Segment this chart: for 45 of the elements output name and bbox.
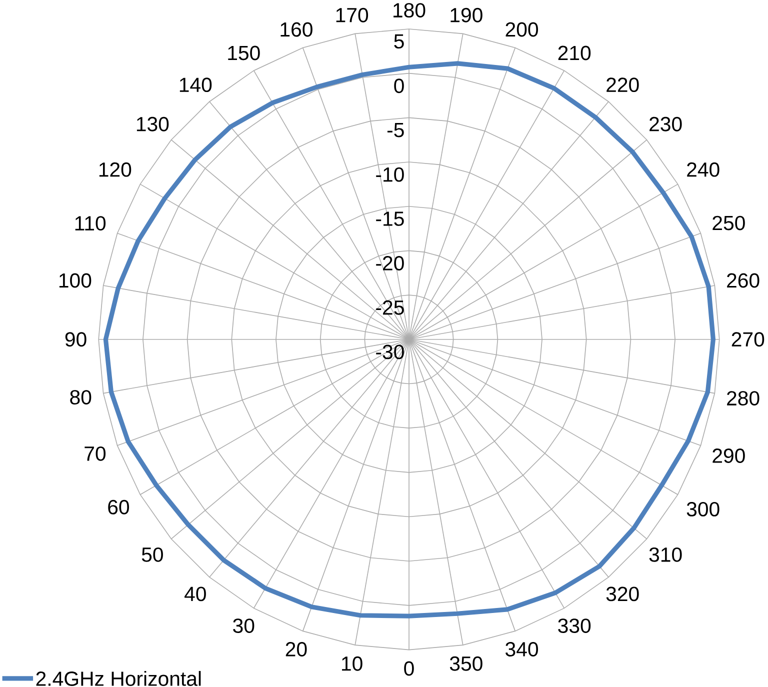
spoke-label: 320 [606,586,639,602]
y-tick-label: -5 [387,123,404,138]
spoke-label: 280 [727,391,760,406]
spoke-label: 20 [286,642,307,656]
spoke-label: 0 [404,661,414,676]
spoke-label: 160 [280,22,312,37]
spoke-label: 340 [506,642,538,656]
y-tick-label: -30 [376,344,404,360]
spoke-label: 40 [184,586,206,602]
legend-label: 2.4GHz Horizontal [36,670,201,686]
spoke-label: 150 [228,46,260,60]
spoke-label: 250 [712,216,745,230]
spoke-label: 110 [75,216,106,231]
spoke-label: 180 [394,3,426,18]
y-tick-label: -25 [376,300,404,315]
spoke-label: 190 [450,8,482,22]
y-tick-label: 0 [394,78,404,94]
spoke-label: 220 [606,78,639,92]
spoke-label: 100 [59,273,92,288]
spoke-label: 30 [233,618,254,634]
spoke-label: 140 [180,78,212,92]
y-tick-label: -10 [376,167,404,182]
spoke-label: 330 [558,618,591,634]
spoke-label: 70 [84,446,106,461]
y-tick-label: -20 [376,256,404,270]
spoke-label: 270 [732,332,764,347]
spoke-label: 260 [727,273,760,288]
y-tick-label: -15 [376,212,404,226]
spoke-label: 170 [336,8,368,22]
spoke-label: 240 [687,162,720,177]
y-tick-label: 5 [394,34,404,49]
spoke-label: 80 [70,390,92,405]
spoke-label: 60 [108,500,130,514]
spoke-label: 230 [650,116,682,132]
spoke-label: 210 [558,46,591,60]
spoke-label: 130 [136,116,169,132]
spoke-label: 10 [342,656,362,671]
spoke-label: 300 [686,502,720,516]
spoke-label: 350 [450,656,482,671]
spoke-label: 120 [99,162,132,177]
spoke-label: 200 [506,22,538,37]
spoke-label: 290 [712,448,745,463]
spoke-label: 90 [65,332,86,347]
spoke-label: 50 [142,547,163,562]
spoke-label: 310 [649,547,682,562]
